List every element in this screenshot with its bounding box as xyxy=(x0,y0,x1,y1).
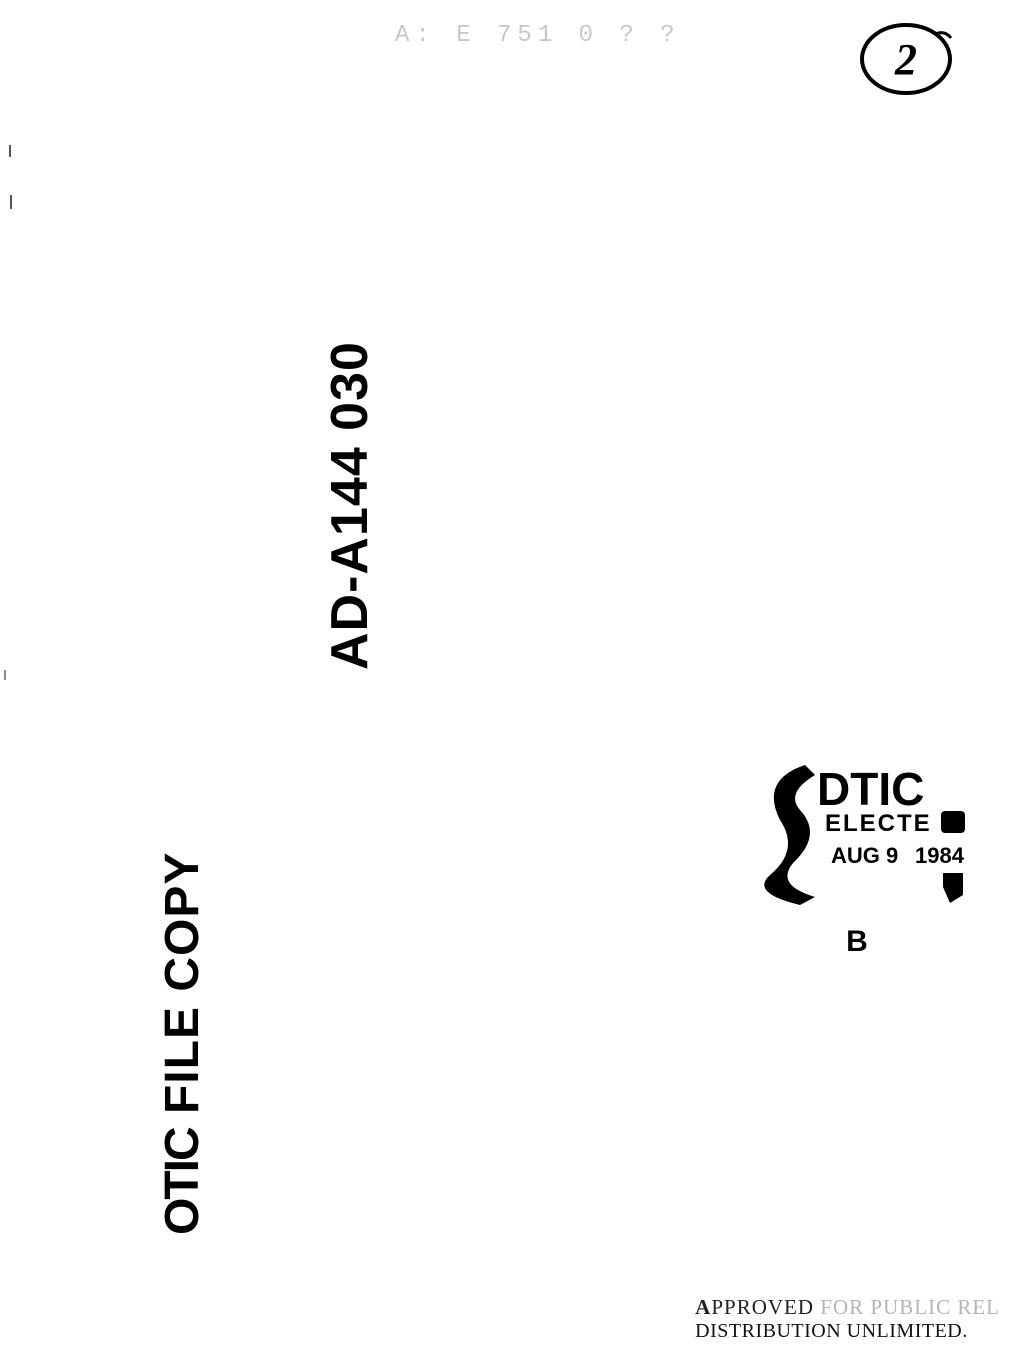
file-copy-prefix: OTIC xyxy=(156,1128,209,1235)
file-copy-rest: FILE COPY xyxy=(156,852,209,1129)
approval-line2: DISTRIBUTION UNLIMITED. xyxy=(695,1320,1000,1343)
page-root: A: E 751 0 ? ? 2 AD-A144 030 OTIC FILE C… xyxy=(0,0,1020,1368)
scan-tick xyxy=(9,145,11,157)
file-copy-text: OTIC FILE COPY xyxy=(155,852,210,1235)
approval-line1-faded: FOR PUBLIC REL xyxy=(820,1295,1000,1319)
page-number-text: 2 xyxy=(894,35,917,84)
file-copy-block: OTIC FILE COPY xyxy=(155,1235,538,1290)
header-faint-code: A: E 751 0 ? ? xyxy=(395,22,681,49)
dtic-below-letter: B xyxy=(745,925,970,959)
approval-block: APPROVED FOR PUBLIC REL DISTRIBUTION UNL… xyxy=(695,1295,1000,1343)
dtic-sub-text: ELECTE xyxy=(825,810,932,837)
approval-line1-visible: PPROVED xyxy=(711,1295,820,1319)
dtic-stamp: DTIC ELECTE AUG 9 1984 B xyxy=(745,755,970,959)
scan-noise-left xyxy=(0,500,30,800)
dtic-date-right: 1984 xyxy=(915,843,965,868)
page-number-badge: 2 xyxy=(857,20,955,98)
dtic-date-left: AUG 9 xyxy=(831,843,898,868)
document-id-text: AD-A144 030 xyxy=(320,341,380,670)
scan-tick xyxy=(10,195,12,209)
approval-line1-initial: A xyxy=(695,1295,711,1319)
dtic-top-text: DTIC xyxy=(817,763,924,815)
approval-line1: APPROVED FOR PUBLIC REL xyxy=(695,1295,1000,1320)
